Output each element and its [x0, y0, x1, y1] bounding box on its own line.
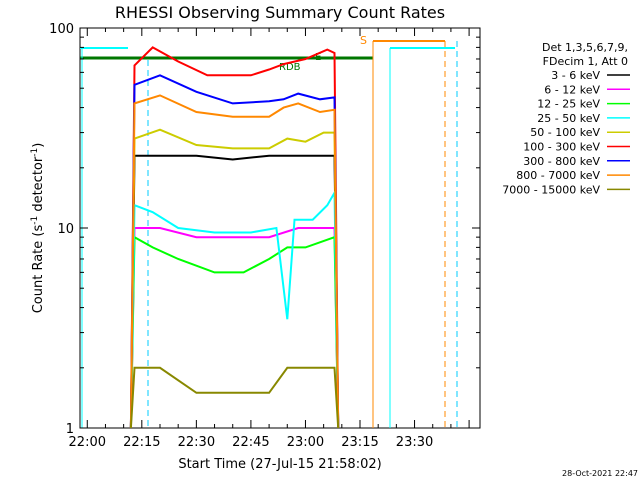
x-tick-label: 23:30	[396, 435, 433, 450]
x-tick-label: 22:15	[123, 435, 160, 450]
legend-label: 3 - 6 keV	[551, 69, 600, 82]
series-line	[129, 128, 340, 429]
legend-label: 25 - 50 keV	[537, 112, 600, 125]
legend-label: 12 - 25 keV	[537, 98, 600, 111]
legend-label: 7000 - 15000 keV	[502, 183, 600, 196]
series-line	[129, 94, 340, 429]
y-tick-label: 100	[49, 22, 74, 37]
observing-state-overlays: RDB E S	[80, 34, 458, 428]
series-line	[129, 235, 340, 429]
legend-label: 300 - 800 keV	[523, 155, 600, 168]
y-axis: 1 10 100	[49, 22, 480, 437]
legend-label: 6 - 12 keV	[544, 83, 600, 96]
legend-label: 100 - 300 keV	[523, 141, 600, 154]
chart-title: RHESSI Observing Summary Count Rates	[115, 3, 445, 22]
y-axis-label: Count Rate (s-1 detector-1)	[30, 143, 46, 314]
y-tick-label: 10	[57, 222, 74, 237]
x-tick-label: 23:00	[287, 435, 324, 450]
y-tick-label: 1	[66, 422, 74, 437]
series-layer	[129, 46, 340, 429]
timestamp: 28-Oct-2021 22:47	[562, 469, 638, 478]
legend-label: 50 - 100 keV	[530, 126, 600, 139]
x-tick-label: 22:30	[178, 435, 215, 450]
x-axis: 22:00 22:15 22:30 22:45 23:00 23:15 23:30	[69, 28, 470, 450]
series-line	[129, 366, 340, 429]
series-line	[129, 154, 340, 429]
legend-label: 800 - 7000 keV	[516, 169, 600, 182]
series-line	[129, 189, 340, 429]
legend-header-line-2: FDecim 1, Att 0	[543, 55, 628, 68]
annotation-e: E	[315, 52, 321, 63]
series-line	[129, 46, 340, 429]
x-axis-label: Start Time (27-Jul-15 21:58:02)	[178, 457, 381, 472]
series-line	[129, 227, 340, 429]
x-tick-label: 23:15	[341, 435, 378, 450]
x-tick-label: 22:45	[232, 435, 269, 450]
legend-header-line-1: Det 1,3,5,6,7,9,	[542, 41, 628, 54]
annotation-s: S	[360, 34, 367, 47]
series-line	[129, 74, 340, 429]
x-tick-label: 22:00	[69, 435, 106, 450]
annotation-rdb: RDB	[279, 62, 301, 73]
